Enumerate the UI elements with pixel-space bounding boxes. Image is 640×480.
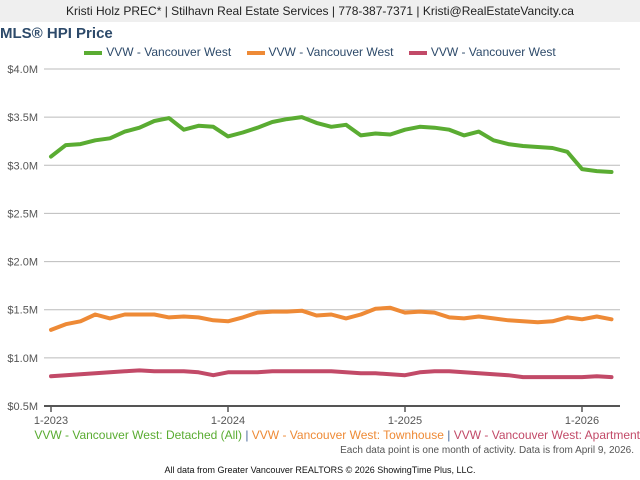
legend-item-townhouse[interactable]: VVW - Vancouver West: [246, 45, 394, 59]
series-name-detached: VVW - Vancouver West: Detached (All): [34, 428, 242, 442]
series-line-apartment: [49, 368, 614, 380]
legend-swatch: [84, 50, 103, 55]
series-name-townhouse: VVW - Vancouver West: Townhouse: [251, 428, 444, 442]
legend-swatch: [246, 50, 265, 55]
series-line-townhouse: [49, 305, 614, 332]
legend-label: VVW - Vancouver West: [106, 45, 232, 59]
legend-label: VVW - Vancouver West: [268, 45, 394, 59]
legend-item-apartment[interactable]: VVW - Vancouver West: [408, 45, 556, 59]
contact-header: Kristi Holz PREC* | Stilhavn Real Estate…: [0, 0, 640, 22]
x-tick-label: 1-2024: [211, 415, 245, 427]
footer-credit: All data from Greater Vancouver REALTORS…: [164, 465, 476, 475]
y-tick-label: $1.5M: [7, 305, 38, 317]
y-tick-label: $3.5M: [7, 112, 38, 124]
y-tick-label: $0.5M: [7, 401, 38, 413]
y-tick-label: $1.0M: [7, 353, 38, 365]
series-names: VVW - Vancouver West: Detached (All) | V…: [34, 428, 640, 442]
x-tick-label: 1-2023: [34, 415, 68, 427]
y-tick-label: $4.0M: [7, 64, 38, 76]
legend-label: VVW - Vancouver West: [430, 45, 556, 59]
y-tick-label: $3.0M: [7, 160, 38, 172]
legend: VVW - Vancouver West VVW - Vancouver Wes…: [0, 45, 640, 59]
y-tick-label: $2.5M: [7, 208, 38, 220]
x-tick-label: 1-2025: [388, 415, 422, 427]
series-name-apartment: VVW - Vancouver West: Apartment: [453, 428, 640, 442]
data-note: Each data point is one month of activity…: [340, 445, 634, 456]
series-line-detached: [49, 115, 614, 174]
x-tick-label: 1-2026: [565, 415, 599, 427]
y-tick-label: $2.0M: [7, 257, 38, 269]
legend-item-detached[interactable]: VVW - Vancouver West: [84, 45, 231, 59]
chart-title: MLS® HPI Price: [0, 25, 113, 42]
legend-swatch: [408, 50, 427, 55]
